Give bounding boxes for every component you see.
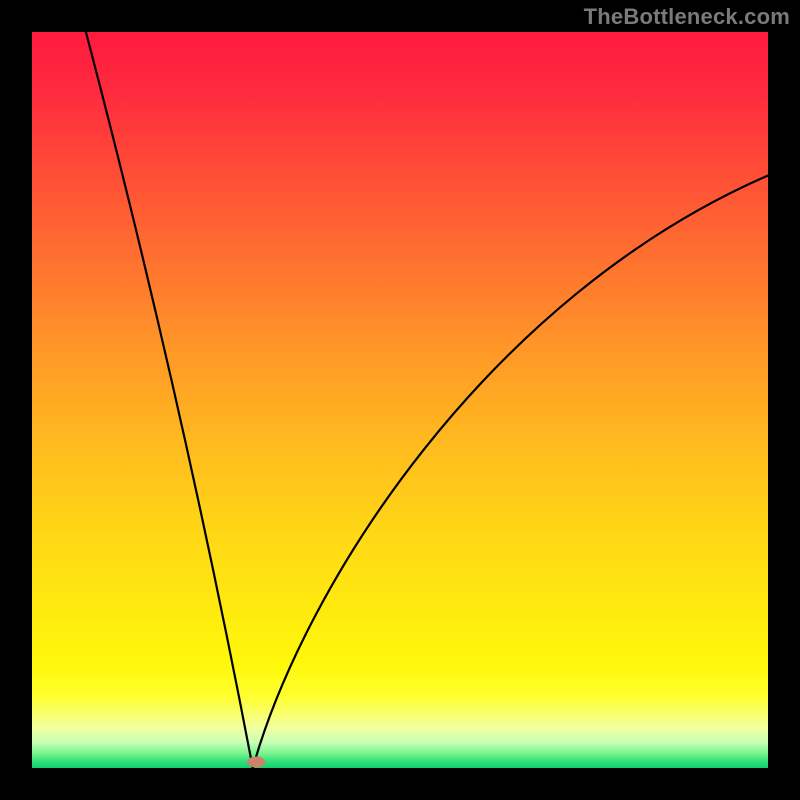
optimal-point-marker — [248, 757, 266, 768]
bottleneck-curve — [32, 32, 768, 768]
bottleneck-chart: TheBottleneck.com — [0, 0, 800, 800]
watermark-text: TheBottleneck.com — [584, 4, 790, 30]
plot-area — [32, 32, 768, 768]
